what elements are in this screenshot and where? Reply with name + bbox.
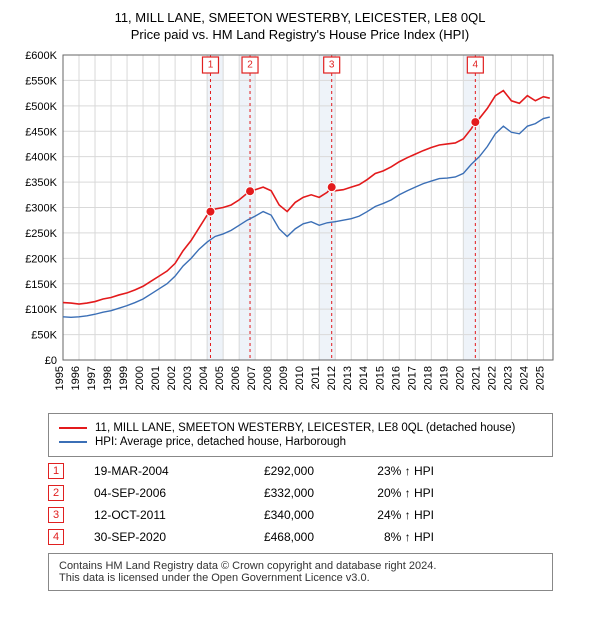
legend-swatch <box>59 441 87 443</box>
svg-text:£100K: £100K <box>25 304 57 316</box>
svg-text:£350K: £350K <box>25 177 57 189</box>
event-price: £292,000 <box>234 464 314 478</box>
event-price: £340,000 <box>234 508 314 522</box>
event-date: 19-MAR-2004 <box>94 464 204 478</box>
svg-text:2008: 2008 <box>262 366 274 390</box>
svg-text:£450K: £450K <box>25 126 57 138</box>
svg-text:2011: 2011 <box>310 366 322 390</box>
svg-text:2023: 2023 <box>502 366 514 390</box>
svg-text:1995: 1995 <box>54 366 66 390</box>
svg-text:1997: 1997 <box>86 366 98 390</box>
event-marker: 4 <box>48 529 64 545</box>
svg-text:2021: 2021 <box>470 366 482 390</box>
svg-text:1996: 1996 <box>70 366 82 390</box>
legend-label: HPI: Average price, detached house, Harb… <box>95 436 346 448</box>
svg-text:2002: 2002 <box>166 366 178 390</box>
price-chart: £0 £50K £100K £150K £200K £250K £300K £350K £400… <box>8 50 592 405</box>
svg-text:2022: 2022 <box>486 366 498 390</box>
svg-text:2012: 2012 <box>326 366 338 390</box>
svg-text:2025: 2025 <box>534 366 546 390</box>
event-row: 1 19-MAR-2004 £292,000 23% ↑ HPI <box>48 463 553 479</box>
event-row: 4 30-SEP-2020 £468,000 8% ↑ HPI <box>48 529 553 545</box>
svg-text:2001: 2001 <box>150 366 162 390</box>
svg-text:2003: 2003 <box>182 366 194 390</box>
event-marker: 1 <box>48 463 64 479</box>
svg-text:2020: 2020 <box>454 366 466 390</box>
svg-text:2005: 2005 <box>214 366 226 390</box>
svg-text:£500K: £500K <box>25 101 57 113</box>
svg-text:2: 2 <box>247 60 253 71</box>
svg-text:1: 1 <box>208 60 214 71</box>
event-row: 2 04-SEP-2006 £332,000 20% ↑ HPI <box>48 485 553 501</box>
svg-text:2013: 2013 <box>342 366 354 390</box>
event-pct: 20% ↑ HPI <box>344 486 434 500</box>
legend-swatch <box>59 427 87 429</box>
svg-text:2006: 2006 <box>230 366 242 390</box>
svg-text:£600K: £600K <box>25 50 57 62</box>
svg-text:2017: 2017 <box>406 366 418 390</box>
svg-text:2009: 2009 <box>278 366 290 390</box>
page-title: 11, MILL LANE, SMEETON WESTERBY, LEICEST… <box>8 10 592 25</box>
footer-line-1: Contains HM Land Registry data © Crown c… <box>59 560 542 572</box>
svg-text:£400K: £400K <box>25 152 57 164</box>
footer-attribution: Contains HM Land Registry data © Crown c… <box>48 553 553 591</box>
svg-text:1998: 1998 <box>102 366 114 390</box>
event-date: 12-OCT-2011 <box>94 508 204 522</box>
svg-text:3: 3 <box>329 60 335 71</box>
svg-text:2019: 2019 <box>438 366 450 390</box>
svg-text:2014: 2014 <box>358 366 370 390</box>
svg-text:2010: 2010 <box>294 366 306 390</box>
svg-text:£200K: £200K <box>25 253 57 265</box>
svg-text:2000: 2000 <box>134 366 146 390</box>
legend: 11, MILL LANE, SMEETON WESTERBY, LEICEST… <box>48 413 553 457</box>
svg-text:2004: 2004 <box>198 366 210 390</box>
footer-line-2: This data is licensed under the Open Gov… <box>59 572 542 584</box>
event-pct: 24% ↑ HPI <box>344 508 434 522</box>
event-date: 04-SEP-2006 <box>94 486 204 500</box>
svg-text:£550K: £550K <box>25 75 57 87</box>
legend-item: HPI: Average price, detached house, Harb… <box>59 436 542 448</box>
svg-text:2007: 2007 <box>246 366 258 390</box>
svg-text:1999: 1999 <box>118 366 130 390</box>
event-price: £332,000 <box>234 486 314 500</box>
svg-text:£50K: £50K <box>31 330 57 342</box>
svg-text:2024: 2024 <box>518 366 530 390</box>
svg-text:£0: £0 <box>45 355 57 367</box>
svg-text:2016: 2016 <box>390 366 402 390</box>
page-subtitle: Price paid vs. HM Land Registry's House … <box>8 27 592 42</box>
event-marker: 3 <box>48 507 64 523</box>
event-pct: 23% ↑ HPI <box>344 464 434 478</box>
event-marker: 2 <box>48 485 64 501</box>
legend-label: 11, MILL LANE, SMEETON WESTERBY, LEICEST… <box>95 422 515 434</box>
svg-text:2018: 2018 <box>422 366 434 390</box>
svg-text:£150K: £150K <box>25 279 57 291</box>
svg-text:4: 4 <box>473 60 479 71</box>
svg-text:£300K: £300K <box>25 203 57 215</box>
svg-text:£250K: £250K <box>25 228 57 240</box>
event-row: 3 12-OCT-2011 £340,000 24% ↑ HPI <box>48 507 553 523</box>
event-pct: 8% ↑ HPI <box>344 530 434 544</box>
event-date: 30-SEP-2020 <box>94 530 204 544</box>
legend-item: 11, MILL LANE, SMEETON WESTERBY, LEICEST… <box>59 422 542 434</box>
events-table: 1 19-MAR-2004 £292,000 23% ↑ HPI 2 04-SEP-200… <box>48 463 553 545</box>
svg-text:2015: 2015 <box>374 366 386 390</box>
event-price: £468,000 <box>234 530 314 544</box>
